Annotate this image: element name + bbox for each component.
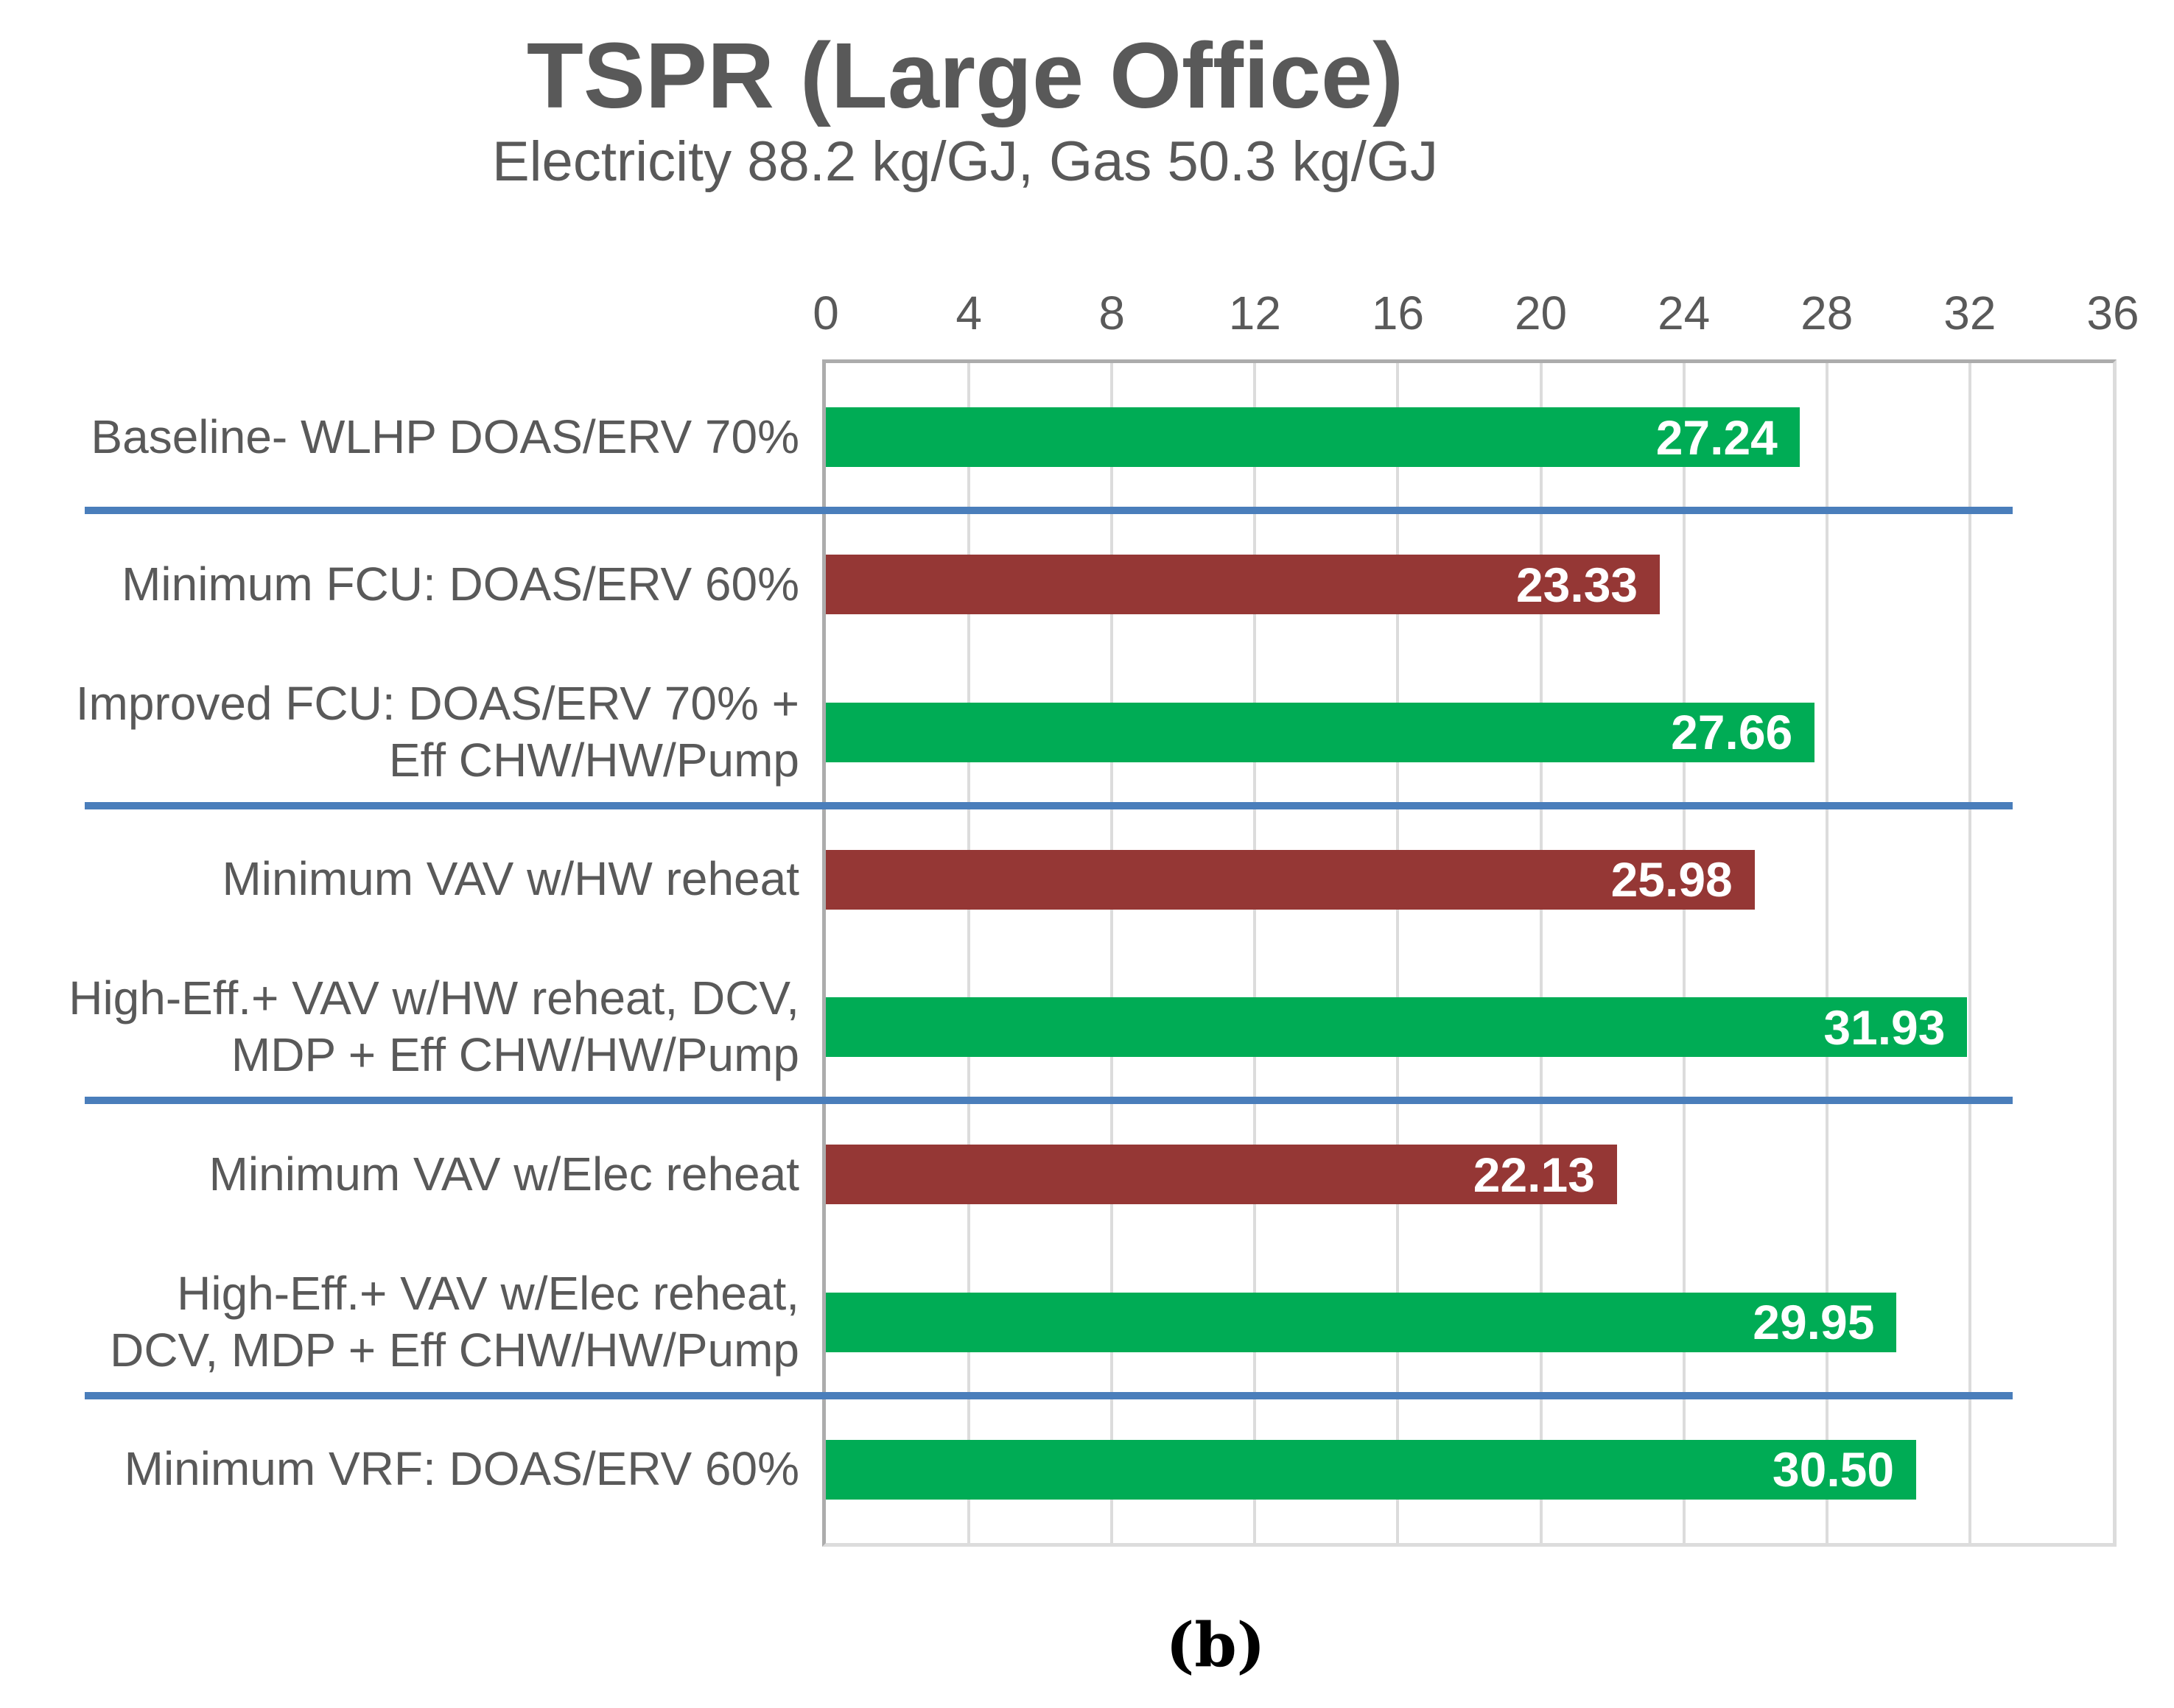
x-axis-tick-label: 32 xyxy=(1943,287,1996,340)
bar-value-label: 25.98 xyxy=(1610,852,1733,907)
gridline-vertical xyxy=(967,363,971,1543)
group-divider-line xyxy=(85,507,2013,515)
x-axis-tick-label: 8 xyxy=(1098,287,1126,340)
bar-value-label: 23.33 xyxy=(1515,557,1638,612)
group-divider-line xyxy=(85,1391,2013,1399)
x-axis-tick-label: 4 xyxy=(955,287,982,340)
category-label: Minimum VAV w/Elec reheat xyxy=(208,1147,799,1201)
gridline-vertical xyxy=(1539,363,1543,1543)
gridline-vertical xyxy=(1110,363,1114,1543)
bar: 30.50 xyxy=(826,1439,1917,1500)
plot-area xyxy=(822,359,2117,1547)
gridline-vertical xyxy=(1396,363,1400,1543)
figure-caption: (b) xyxy=(1165,1610,1266,1681)
category-label: Baseline- WLHP DOAS/ERV 70% xyxy=(91,410,799,463)
bar-value-label: 31.93 xyxy=(1823,999,1946,1055)
category-label: High-Eff.+ VAV w/HW reheat, DCV, MDP + E… xyxy=(69,971,799,1082)
category-label: High-Eff.+ VAV w/Elec reheat, DCV, MDP +… xyxy=(110,1266,799,1377)
x-axis-tick-label: 24 xyxy=(1658,287,1711,340)
gridline-vertical xyxy=(1253,363,1257,1543)
category-label: Minimum FCU: DOAS/ERV 60% xyxy=(122,557,799,611)
x-axis-tick-label: 36 xyxy=(2086,287,2139,340)
gridline-vertical xyxy=(1682,363,1686,1543)
bar: 29.95 xyxy=(826,1292,1897,1352)
x-axis-tick-label: 12 xyxy=(1228,287,1281,340)
bar-value-label: 29.95 xyxy=(1753,1295,1875,1349)
bar: 27.66 xyxy=(826,702,1815,762)
category-label: Improved FCU: DOAS/ERV 70% + Eff CHW/HW/… xyxy=(75,676,799,787)
bar: 27.24 xyxy=(826,407,1800,467)
x-axis-tick-label: 28 xyxy=(1800,287,1854,340)
x-axis-tick-label: 20 xyxy=(1514,287,1568,340)
x-axis-tick-label: 16 xyxy=(1371,287,1425,340)
bar-value-label: 30.50 xyxy=(1772,1442,1895,1497)
group-divider-line xyxy=(85,1097,2013,1105)
bar: 31.93 xyxy=(826,997,1968,1057)
bar: 22.13 xyxy=(826,1145,1617,1205)
group-divider-line xyxy=(85,801,2013,809)
bar-value-label: 27.24 xyxy=(1655,410,1778,465)
bar: 25.98 xyxy=(826,849,1755,910)
chart-subtitle: Electricity 88.2 kg/GJ, Gas 50.3 kg/GJ xyxy=(491,130,1439,193)
category-label: Minimum VRF: DOAS/ERV 60% xyxy=(124,1442,799,1496)
x-axis-tick-label: 0 xyxy=(813,287,839,340)
gridline-vertical xyxy=(1825,363,1828,1543)
category-label: Minimum VAV w/HW reheat xyxy=(222,852,799,906)
bar-value-label: 27.66 xyxy=(1671,705,1793,759)
bar: 23.33 xyxy=(826,555,1661,615)
chart-title: TSPR (Large Office) xyxy=(526,24,1404,127)
bar-value-label: 22.13 xyxy=(1473,1147,1595,1202)
gridline-vertical xyxy=(1968,363,1971,1543)
